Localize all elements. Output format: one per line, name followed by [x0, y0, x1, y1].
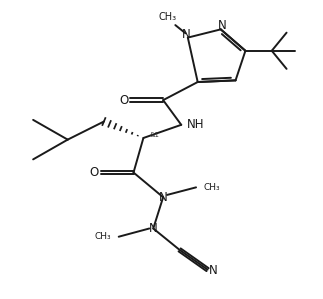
Text: O: O [89, 166, 99, 179]
Text: N: N [149, 222, 158, 235]
Text: CH₃: CH₃ [203, 183, 220, 192]
Text: O: O [120, 94, 129, 107]
Text: CH₃: CH₃ [158, 12, 176, 22]
Text: N: N [159, 191, 168, 204]
Text: N: N [209, 264, 218, 277]
Text: &1: &1 [150, 132, 160, 138]
Text: N: N [218, 19, 227, 32]
Text: N: N [182, 28, 191, 42]
Text: CH₃: CH₃ [95, 232, 111, 241]
Text: NH: NH [187, 118, 205, 131]
